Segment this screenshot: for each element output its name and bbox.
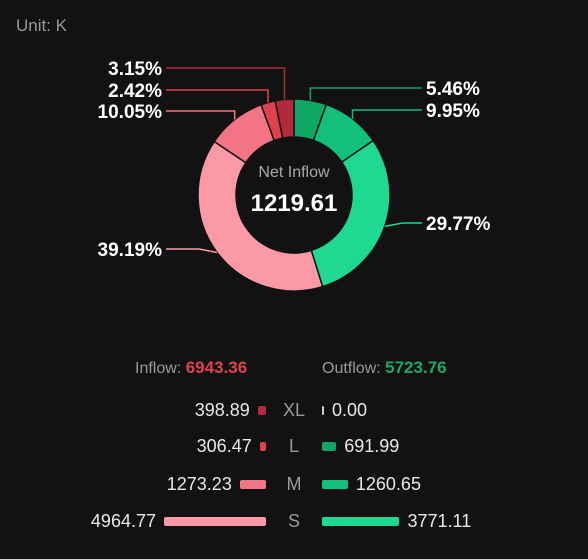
size-label-m: M — [286, 474, 302, 494]
leader-line-inflow-xl — [166, 67, 286, 100]
leader-line-inflow-m — [166, 110, 236, 120]
leader-line-outflow-m — [351, 109, 422, 119]
inflow-value-xl: 398.89 — [194, 400, 250, 420]
size-row-s: 4964.77 S 3771.11 — [0, 509, 588, 533]
size-row-m: 1273.23 M 1260.65 — [0, 472, 588, 496]
leader-line-outflow-s — [384, 222, 422, 228]
donut-chart: 5.46%9.95% 29.77% 3.15%2.42%10.05% 39.19% N… — [98, 59, 491, 292]
pct-label-inflow-m: 10.05% — [98, 102, 163, 123]
donut-slice-inflow-xl — [274, 98, 295, 140]
size-label-s: S — [287, 511, 300, 531]
outflow-label: Outflow: — [322, 360, 381, 377]
leader-line-inflow-l — [166, 89, 269, 103]
outflow-value: 5723.76 — [385, 358, 447, 377]
leader-line-outflow-l — [309, 87, 422, 101]
inflow-bar-m — [239, 480, 266, 489]
inflow-bar-xl — [257, 406, 266, 415]
inflow-bar-s — [164, 517, 266, 526]
pct-label-outflow-m: 9.95% — [426, 101, 480, 122]
outflow-bar-m — [322, 480, 348, 489]
outflow-bar-xl — [322, 406, 324, 415]
pct-label-outflow-l: 5.46% — [426, 79, 480, 100]
inflow-value-s: 4964.77 — [90, 511, 156, 531]
pct-label-inflow-s: 39.19% — [98, 240, 163, 261]
center-value: 1219.61 — [251, 190, 338, 217]
inflow-value-m: 1273.23 — [166, 474, 232, 494]
inflow-value-l: 306.47 — [196, 436, 252, 456]
outflow-value-m: 1260.65 — [355, 474, 421, 494]
pct-label-outflow-s: 29.77% — [426, 214, 491, 235]
outflow-bar-l — [322, 442, 337, 451]
inflow-label: Inflow: — [135, 360, 182, 377]
outflow-value-s: 3771.11 — [407, 511, 472, 531]
inflow-total: Inflow: 6943.36 — [135, 358, 247, 378]
unit-label: Unit: K — [16, 16, 68, 35]
leader-line-inflow-s — [166, 248, 218, 254]
outflow-value-l: 691.99 — [344, 436, 400, 456]
size-row-l: 306.47 L 691.99 — [0, 434, 588, 458]
outflow-bar-s — [322, 517, 400, 526]
donut-slice-inflow-m — [213, 103, 276, 164]
inflow-bar-l — [259, 442, 266, 451]
outflow-total: Outflow: 5723.76 — [322, 358, 447, 378]
center-label: Net Inflow — [258, 164, 330, 181]
size-row-xl: 398.89 XL 0.00 — [0, 398, 588, 422]
size-label-l: L — [288, 436, 299, 456]
donut-slice-inflow-s — [197, 140, 324, 292]
inflow-value: 6943.36 — [185, 358, 248, 377]
totals-bar: Inflow: 6943.36 Outflow: 5723.76 — [0, 356, 588, 380]
outflow-value-xl: 0.00 — [332, 400, 368, 420]
size-label-xl: XL — [282, 400, 306, 420]
pct-label-inflow-xl: 3.15% — [108, 59, 162, 80]
pct-label-inflow-l: 2.42% — [108, 81, 162, 102]
